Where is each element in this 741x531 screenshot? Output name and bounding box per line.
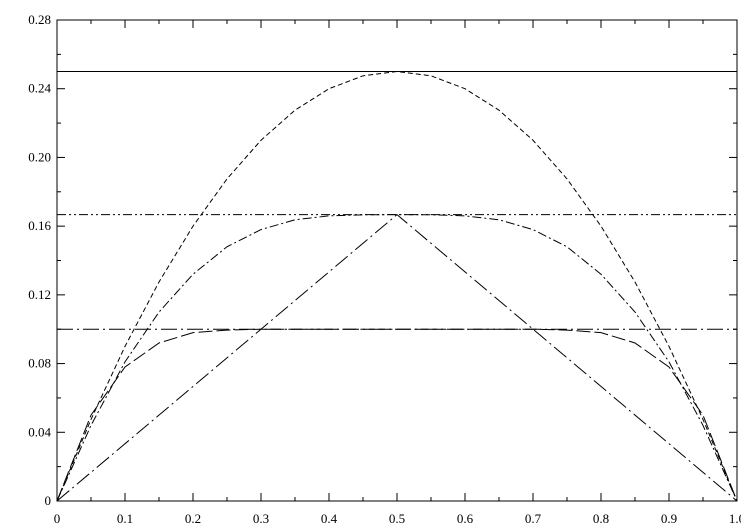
y-tick-label: 0.24 [28,81,51,96]
y-tick-label: 0.16 [28,218,51,233]
x-axis-ticks: 0 0.1 0.2 0.3 0.4 0.5 0.6 0.7 0.8 0.9 1.0 [54,20,741,526]
x-tick-label: 1.0 [729,511,741,526]
series-line-7 [56,213,738,502]
series-line-5 [56,214,738,502]
series-line-4 [56,71,738,502]
x-tick-label: 0.3 [253,511,269,526]
y-tick-label: 0.12 [28,287,51,302]
plot-frame [56,19,738,502]
x-tick-label: 0.2 [185,511,201,526]
series-layer [56,71,738,502]
series-line-6 [56,328,738,502]
x-tick-label: 0.6 [457,511,474,526]
x-tick-label: 0.7 [525,511,542,526]
x-tick-label: 0 [54,511,61,526]
x-tick-label: 0.8 [593,511,609,526]
x-tick-label: 0.5 [389,511,405,526]
x-tick-label: 0.9 [661,511,677,526]
x-tick-label: 0.4 [321,511,338,526]
y-tick-label: 0.08 [28,356,51,371]
y-tick-label: 0.04 [28,424,51,439]
y-tick-label: 0.20 [28,149,51,164]
y-tick-label: 0 [45,493,52,508]
y-axis-ticks: 0 0.04 0.08 0.12 0.16 0.20 0.24 0.28 [28,12,737,508]
y-tick-label: 0.28 [28,12,51,27]
x-tick-label: 0.1 [117,511,133,526]
